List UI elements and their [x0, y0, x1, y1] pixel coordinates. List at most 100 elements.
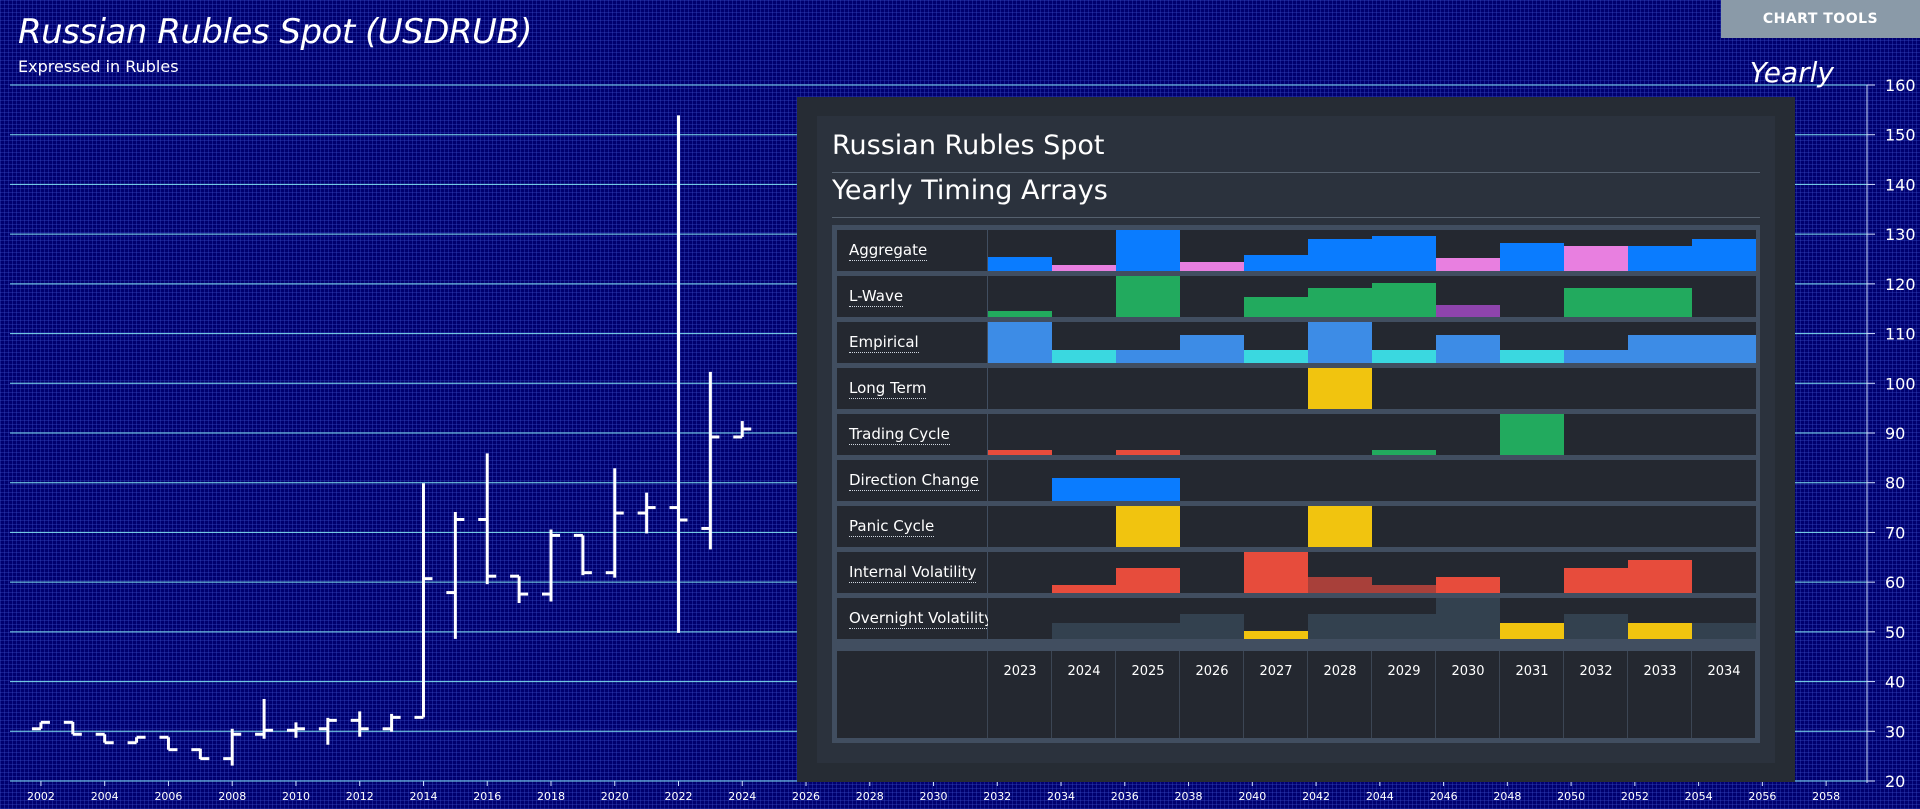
timing-bar	[1500, 243, 1564, 271]
price-bars	[31, 115, 752, 766]
timing-bar	[1372, 450, 1436, 455]
row-label[interactable]: Direction Change	[849, 471, 979, 491]
ohlc-bar-2011	[318, 717, 337, 745]
timing-cell-2031	[1500, 276, 1564, 317]
timing-bar	[1052, 622, 1116, 639]
x-tick-label: 2048	[1493, 790, 1521, 803]
timing-row-internal-volatility: Internal Volatility	[837, 552, 1756, 593]
timing-cell-2032	[1564, 322, 1628, 363]
panel-subtitle: Yearly Timing Arrays	[832, 175, 1108, 206]
timing-cell-2024	[1052, 322, 1116, 363]
timing-bar	[1564, 614, 1628, 639]
x-tick-label: 2014	[409, 790, 437, 803]
timing-cell-2034	[1692, 230, 1756, 271]
timing-cell-2029	[1372, 368, 1436, 409]
timing-cell-2027	[1244, 598, 1308, 639]
row-label-cell: Long Term	[837, 368, 987, 409]
timing-cell-2034	[1692, 322, 1756, 363]
y-tick-label: 60	[1885, 573, 1905, 592]
chart-tools-button[interactable]: CHART TOOLS	[1721, 0, 1920, 38]
row-label-cell: Panic Cycle	[837, 506, 987, 547]
timing-cell-2023	[988, 322, 1052, 363]
year-column-divider	[1051, 651, 1052, 738]
row-label[interactable]: Empirical	[849, 333, 919, 353]
timing-bar	[1628, 560, 1692, 593]
timing-cell-2031	[1500, 598, 1564, 639]
timing-cell-2023	[988, 460, 1052, 501]
timing-bar	[1180, 261, 1244, 271]
timing-cell-2028	[1308, 230, 1372, 271]
timing-bar	[1052, 264, 1116, 271]
row-label[interactable]: Panic Cycle	[849, 517, 935, 537]
timing-bar	[1436, 335, 1500, 363]
timing-cell-2028	[1308, 552, 1372, 593]
timing-cell-2030	[1436, 506, 1500, 547]
timing-grid: Aggregate L-Wave Empirical Long Term Trading…	[832, 225, 1760, 743]
y-tick-label: 80	[1885, 474, 1905, 493]
timing-cell-2029	[1372, 552, 1436, 593]
timing-cell-2034	[1692, 506, 1756, 547]
timing-cell-2033	[1628, 460, 1692, 501]
timing-cell-2027	[1244, 368, 1308, 409]
year-column-divider	[1243, 651, 1244, 738]
timing-bar	[1308, 576, 1372, 593]
year-column-divider	[1499, 651, 1500, 738]
timing-cell-2033	[1628, 230, 1692, 271]
year-label: 2027	[1259, 664, 1293, 679]
row-label-cell: Aggregate	[837, 230, 987, 271]
row-label[interactable]: L-Wave	[849, 287, 904, 307]
x-tick-label: 2016	[473, 790, 501, 803]
y-tick-label: 20	[1885, 772, 1905, 791]
row-label[interactable]: Aggregate	[849, 241, 928, 261]
row-label[interactable]: Trading Cycle	[849, 425, 950, 445]
timing-cell-2025	[1116, 414, 1180, 455]
x-tick-label: 2026	[792, 790, 820, 803]
timing-bar	[1116, 349, 1180, 363]
timing-bar	[1692, 335, 1756, 363]
year-label: 2028	[1323, 664, 1357, 679]
row-label[interactable]: Overnight Volatility	[849, 609, 993, 629]
chart-subtitle: Expressed in Rubles	[18, 57, 179, 76]
y-tick-label: 130	[1885, 225, 1916, 244]
timing-cell-2031	[1500, 506, 1564, 547]
y-tick-label: 90	[1885, 424, 1905, 443]
row-label-cell: L-Wave	[837, 276, 987, 317]
timing-row-aggregate: Aggregate	[837, 230, 1756, 271]
timing-cell-2026	[1180, 506, 1244, 547]
timing-cell-2033	[1628, 322, 1692, 363]
year-label: 2033	[1643, 664, 1677, 679]
timing-bar	[1308, 288, 1372, 317]
row-label-cell: Internal Volatility	[837, 552, 987, 593]
year-label: 2031	[1515, 664, 1549, 679]
timing-cell-2029	[1372, 460, 1436, 501]
x-tick-label: 2006	[154, 790, 182, 803]
timing-bar	[1628, 335, 1692, 363]
timing-bar	[1244, 552, 1308, 593]
timing-cell-2032	[1564, 506, 1628, 547]
x-tick-label: 2008	[218, 790, 246, 803]
ohlc-bar-2003	[63, 720, 82, 736]
timing-cell-2025	[1116, 368, 1180, 409]
timing-cell-2034	[1692, 552, 1756, 593]
x-tick-label: 2050	[1557, 790, 1585, 803]
year-column-divider	[1307, 651, 1308, 738]
timing-row-overnight-volatility: Overnight Volatility	[837, 598, 1756, 639]
row-label[interactable]: Internal Volatility	[849, 563, 977, 583]
timing-cell-2024	[1052, 598, 1116, 639]
timing-bar	[1244, 296, 1308, 317]
timing-bar	[1244, 630, 1308, 639]
x-tick-label: 2004	[91, 790, 119, 803]
timing-cell-2028	[1308, 368, 1372, 409]
timing-bar	[1500, 622, 1564, 639]
row-label[interactable]: Long Term	[849, 379, 927, 399]
timing-cell-2023	[988, 276, 1052, 317]
timing-cell-2023	[988, 230, 1052, 271]
timing-cell-2032	[1564, 552, 1628, 593]
timing-cell-2033	[1628, 368, 1692, 409]
timing-cell-2027	[1244, 506, 1308, 547]
timing-bar	[1564, 288, 1628, 317]
timing-cell-2032	[1564, 414, 1628, 455]
timing-cell-2030	[1436, 414, 1500, 455]
timing-bar	[1308, 322, 1372, 363]
timing-grid-body: Aggregate L-Wave Empirical Long Term Trading…	[837, 230, 1756, 738]
